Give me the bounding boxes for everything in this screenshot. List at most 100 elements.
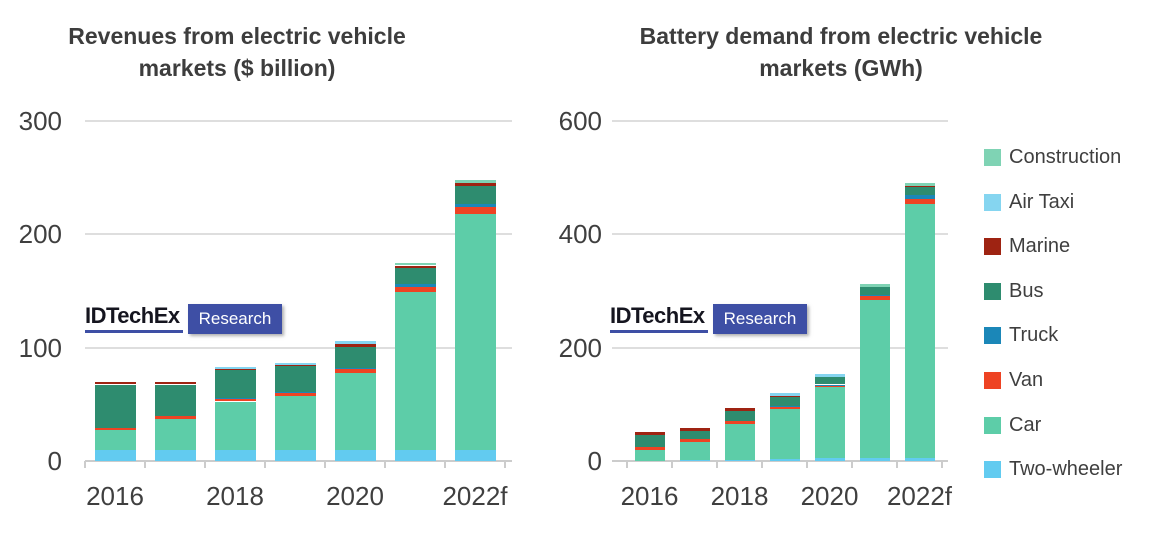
bar-2016-segment-bus [94,384,136,428]
bar-2019-segment-air-taxi [769,393,800,397]
bar-2016-segment-marine [634,432,665,436]
y-axis-tick-label: 0 [47,446,62,476]
bar-2018-segment-marine [214,369,256,371]
battery-chart-title-line2: markets (GWh) [759,55,923,81]
legend-swatch-bus [984,282,1001,300]
idtechex-logo-left: IDTechEx Research [85,304,283,334]
bar-2016-segment-van [94,427,136,431]
bar-2019-segment-two-wheeler [769,459,800,461]
bar-2022f-segment-car [904,204,935,458]
bar-2016-segment-marine [94,382,136,385]
y-axis-tick-label: 0 [587,446,602,476]
bar-2020-segment-two-wheeler [814,458,845,461]
bar-2022f-segment-two-wheeler [904,457,935,461]
legend-swatch-construction [984,149,1001,166]
bar-2020-segment-van [814,385,845,388]
bar-2017-segment-two-wheeler [154,449,196,461]
revenues-chart-title-line1: Revenues from electric vehicle [68,23,406,49]
bar-2018-segment-air-taxi [214,366,256,370]
x-axis-tick-label: 2016 [620,481,679,511]
bar-2021-segment-bus [394,268,436,285]
bar-2020-segment-truck [334,368,376,370]
bar-2016-segment-two-wheeler [94,449,136,461]
legend-swatch-marine [984,238,1001,256]
bar-2018-segment-van [724,421,755,424]
x-axis-tick-label: 2020 [800,481,859,511]
bar-2020-segment-air-taxi [334,341,376,345]
bar-2016-segment-van [634,447,665,450]
bar-2019-segment-bus [274,365,316,392]
bar-2019-segment-car [769,409,800,459]
bar-2021-segment-construction [859,284,890,287]
idtechex-research-badge: Research [187,304,283,334]
bar-2022f-segment-bus [904,186,935,196]
bar-2021-segment-van [859,295,890,300]
x-axis-tick-mark [716,461,718,468]
legend-label-truck: Truck [1009,324,1059,347]
bar-2017-segment-bus [154,384,196,417]
x-axis-tick-mark [324,461,326,468]
bar-2017-segment-bus [679,430,710,440]
bar-2022f-segment-marine [454,182,496,187]
legend-label-air-taxi: Air Taxi [1009,190,1075,213]
x-axis-tick-label: 2018 [206,481,264,511]
bar-2018-segment-bus [214,370,256,398]
legend-swatch-van [984,372,1001,389]
legend-swatch-car [984,416,1001,434]
bar-2022f-segment-two-wheeler [454,449,496,461]
x-axis-tick-label: 2016 [86,481,144,511]
bar-2018-segment-two-wheeler [214,450,256,461]
x-axis-tick-mark [504,461,506,468]
x-axis-tick-mark [264,461,266,468]
bar-2018-segment-two-wheeler [724,460,755,461]
x-axis-tick-mark [896,461,898,468]
bar-2021-segment-truck [859,294,890,296]
x-axis-tick-label: 2018 [710,481,769,511]
bar-2019-segment-van [274,393,316,396]
y-axis-tick-label: 100 [18,332,62,363]
gridline [85,120,512,122]
bar-2022f-segment-marine [904,186,935,187]
bar-2022f-segment-van [904,199,935,205]
x-axis-tick-mark [204,461,206,468]
bar-2021-segment-bus [859,286,890,295]
x-axis-tick-mark [761,461,763,468]
idtechex-brand-wordmark: IDTechEx [610,304,708,333]
bar-2016-segment-car [634,449,665,461]
bar-2019-segment-bus [769,397,800,407]
x-axis-tick-mark [671,461,673,468]
bar-2022f-segment-truck [454,204,496,208]
bar-2021-segment-car [394,292,436,450]
battery-chart-title-line1: Battery demand from electric vehicle [639,23,1043,49]
bar-2022f-segment-construction [904,183,935,187]
bar-2020-segment-bus [814,376,845,385]
x-axis-tick-label: 2022f [886,481,953,511]
legend-swatch-two-wheeler [984,461,1001,479]
bar-2017-segment-car [154,419,196,450]
bar-2018-segment-car [214,401,256,451]
battery-chart-title: Battery demand from electric vehicle mar… [591,20,1091,84]
x-axis-tick-mark [851,461,853,468]
y-axis-tick-label: 400 [558,219,602,250]
bar-2021-segment-marine [394,265,436,269]
legend-label-construction: Construction [1009,146,1122,168]
revenues-chart-title-line2: markets ($ billion) [138,55,336,81]
x-axis-tick-mark [84,461,86,468]
bar-2020-segment-car [334,372,376,450]
bar-2017-segment-marine [679,427,710,431]
y-axis-tick-label: 600 [558,106,602,136]
bar-2021-segment-construction [394,262,436,266]
bar-2017-segment-car [679,441,710,461]
bar-2019-segment-car [274,395,316,451]
x-axis-baseline [612,460,948,462]
bar-2019-segment-marine [274,364,316,366]
bar-2020-segment-truck [814,384,845,386]
bar-2022f-segment-van [454,207,496,214]
gridline [85,233,512,236]
bar-2018-segment-bus [724,410,755,422]
bar-2022f-segment-truck [904,195,935,200]
bar-2019-segment-marine [769,396,800,398]
x-axis-baseline [85,460,512,462]
bar-2020-segment-air-taxi [814,374,845,377]
